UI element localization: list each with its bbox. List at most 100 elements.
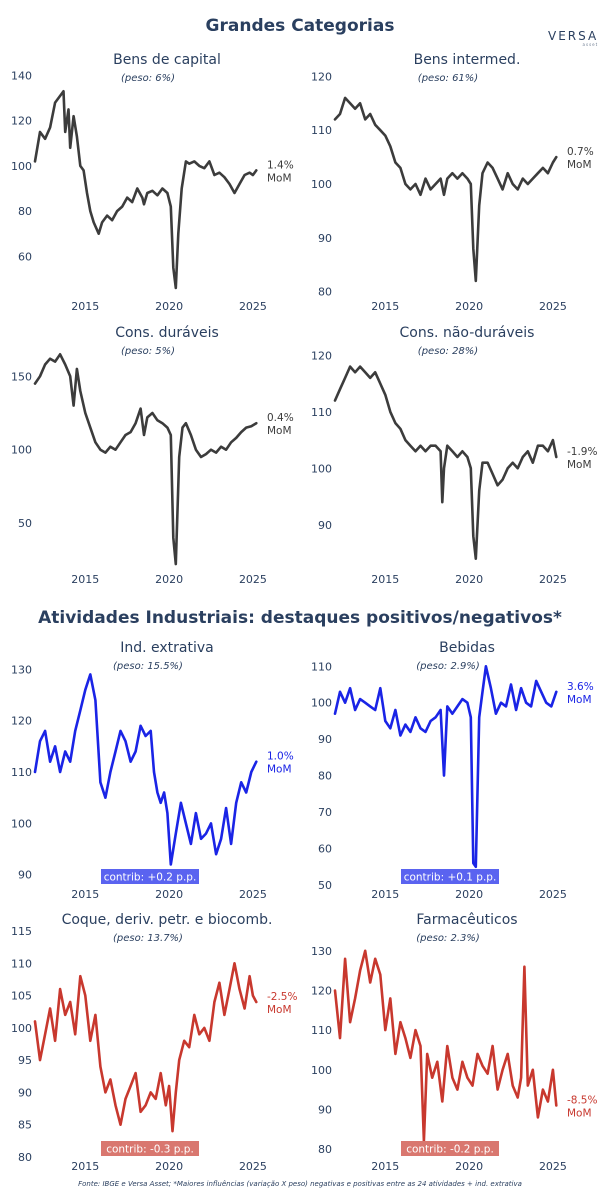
x-tick-label: 2020 bbox=[155, 300, 183, 313]
end-unit-label: MoM bbox=[567, 159, 592, 171]
y-tick-label: 80 bbox=[318, 1143, 332, 1156]
y-tick-label: 95 bbox=[18, 1054, 32, 1067]
versa-logo: VERSA asset bbox=[548, 30, 598, 47]
contrib-badge-text: contrib: -0.2 p.p. bbox=[406, 1144, 494, 1156]
chart-farmaceuticos: Farmacêuticos (peso: 2.3%) 80 90 100 110 120 13… bbox=[311, 912, 597, 1173]
end-unit-label: MoM bbox=[267, 425, 292, 437]
x-tick-label: 2015 bbox=[71, 573, 99, 586]
footer-source-note: Fonte: IBGE e Versa Asset; *Maiores infl… bbox=[78, 1180, 522, 1188]
chart-title: Cons. não-duráveis bbox=[400, 325, 535, 341]
logo-main-text: VERSA bbox=[548, 29, 599, 43]
chart-subtitle: (peso: 6%) bbox=[121, 73, 175, 84]
series-line bbox=[333, 664, 558, 869]
y-tick-label: 90 bbox=[18, 1086, 32, 1099]
y-tick-label: 80 bbox=[318, 770, 332, 783]
end-unit-label: MoM bbox=[267, 1004, 292, 1016]
y-tick-label: 50 bbox=[318, 879, 332, 892]
y-tick-label: 80 bbox=[318, 286, 332, 299]
end-value-label: -1.9% bbox=[567, 446, 597, 458]
y-tick-label: 115 bbox=[11, 925, 32, 938]
x-tick-label: 2020 bbox=[455, 300, 483, 313]
y-tick-label: 100 bbox=[311, 462, 332, 475]
y-tick-label: 120 bbox=[311, 70, 332, 83]
y-tick-label: 120 bbox=[311, 984, 332, 997]
chart-subtitle: (peso: 61%) bbox=[418, 73, 478, 84]
end-unit-label: MoM bbox=[567, 694, 592, 706]
series-line bbox=[333, 365, 558, 560]
y-tick-label: 110 bbox=[311, 1024, 332, 1037]
x-tick-label: 2015 bbox=[71, 1160, 99, 1173]
y-tick-label: 100 bbox=[311, 178, 332, 191]
series-line bbox=[333, 96, 558, 283]
chart-title: Cons. duráveis bbox=[115, 325, 219, 341]
x-tick-label: 2020 bbox=[455, 888, 483, 901]
x-tick-label: 2020 bbox=[455, 573, 483, 586]
chart-subtitle: (peso: 28%) bbox=[418, 346, 478, 357]
end-value-label: 3.6% bbox=[567, 681, 594, 693]
contrib-badge-bg bbox=[401, 1141, 499, 1156]
end-unit-label: MoM bbox=[567, 459, 592, 471]
y-tick-label: 100 bbox=[11, 160, 32, 173]
grandes-categorias-title: Grandes Categorias bbox=[205, 16, 395, 36]
x-tick-label: 2025 bbox=[539, 1160, 567, 1173]
chart-bens-intermed: Bens intermed. (peso: 61%) 80 90 100 110 120 20… bbox=[311, 52, 594, 313]
y-tick-label: 80 bbox=[18, 1151, 32, 1164]
chart-title: Farmacêuticos bbox=[416, 912, 517, 928]
x-tick-label: 2020 bbox=[455, 1160, 483, 1173]
x-tick-label: 2025 bbox=[239, 888, 267, 901]
chart-subtitle: (peso: 13.7%) bbox=[113, 933, 183, 944]
x-tick-label: 2020 bbox=[155, 888, 183, 901]
chart-title: Bens intermed. bbox=[414, 52, 521, 68]
end-unit-label: MoM bbox=[567, 1107, 592, 1119]
y-tick-label: 60 bbox=[318, 843, 332, 856]
x-tick-label: 2020 bbox=[155, 573, 183, 586]
y-tick-label: 70 bbox=[318, 806, 332, 819]
x-tick-label: 2015 bbox=[71, 300, 99, 313]
contrib-badge-bg bbox=[101, 1141, 199, 1156]
y-tick-label: 120 bbox=[11, 115, 32, 128]
end-value-label: 0.7% bbox=[567, 146, 594, 158]
y-tick-label: 100 bbox=[311, 1064, 332, 1077]
x-tick-label: 2025 bbox=[539, 888, 567, 901]
y-tick-label: 100 bbox=[11, 1022, 32, 1035]
y-tick-label: 130 bbox=[11, 663, 32, 676]
y-tick-label: 110 bbox=[11, 957, 32, 970]
series-line bbox=[33, 89, 258, 290]
contrib-badge-text: contrib: -0.3 p.p. bbox=[106, 1144, 194, 1156]
y-tick-label: 90 bbox=[318, 1103, 332, 1116]
chart-title: Bens de capital bbox=[113, 52, 221, 68]
y-tick-label: 110 bbox=[311, 406, 332, 419]
series-line bbox=[333, 949, 558, 1143]
y-tick-label: 140 bbox=[11, 70, 32, 83]
chart-subtitle: (peso: 15.5%) bbox=[113, 661, 183, 672]
end-unit-label: MoM bbox=[267, 764, 292, 776]
logo-sub-text: asset bbox=[582, 42, 599, 47]
y-tick-label: 90 bbox=[318, 733, 332, 746]
chart-bens-de-capital: Bens de capital (peso: 6%) 60 80 100 120 140 20… bbox=[11, 52, 294, 313]
end-value-label: 0.4% bbox=[267, 412, 294, 424]
contrib-badge-bg bbox=[401, 869, 499, 884]
atividades-industriais-title: Atividades Industriais: destaques positi… bbox=[38, 608, 562, 628]
series-line bbox=[33, 961, 258, 1133]
x-tick-label: 2015 bbox=[371, 1160, 399, 1173]
chart-bebidas: Bebidas (peso: 2.9%) 50 60 70 80 90 100 110 2015 2… bbox=[311, 640, 594, 901]
y-tick-label: 110 bbox=[311, 660, 332, 673]
chart-subtitle: (peso: 2.9%) bbox=[416, 661, 480, 672]
x-tick-label: 2015 bbox=[371, 888, 399, 901]
x-tick-label: 2015 bbox=[371, 300, 399, 313]
y-tick-label: 120 bbox=[311, 349, 332, 362]
chart-subtitle: (peso: 5%) bbox=[121, 346, 175, 357]
x-tick-label: 2025 bbox=[239, 1160, 267, 1173]
y-tick-label: 90 bbox=[318, 519, 332, 532]
y-tick-label: 150 bbox=[11, 370, 32, 383]
end-value-label: 1.0% bbox=[267, 751, 294, 763]
chart-title: Ind. extrativa bbox=[120, 640, 214, 656]
y-tick-label: 100 bbox=[11, 817, 32, 830]
end-unit-label: MoM bbox=[267, 172, 292, 184]
y-tick-label: 60 bbox=[18, 250, 32, 263]
y-tick-label: 120 bbox=[11, 715, 32, 728]
series-line bbox=[33, 352, 258, 566]
y-tick-label: 90 bbox=[18, 869, 32, 882]
series-line bbox=[33, 673, 258, 866]
